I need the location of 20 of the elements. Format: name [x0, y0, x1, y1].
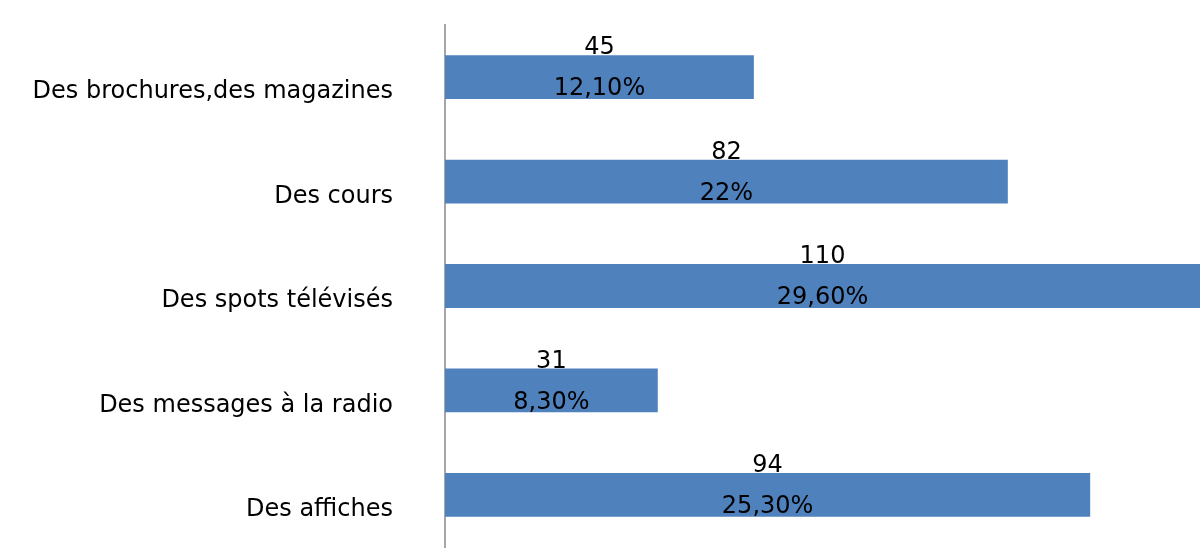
y-tick-label: Des affiches — [246, 494, 393, 523]
bar — [445, 159, 1008, 204]
data-label: 45 — [584, 32, 615, 61]
annotation: 22% — [699, 177, 754, 206]
y-tick-label: Des messages à la radio — [99, 389, 393, 418]
annotation: 12,10% — [553, 73, 646, 102]
data-label: 94 — [752, 450, 783, 479]
data-label: 31 — [536, 345, 567, 374]
bar — [445, 472, 1091, 517]
bar — [445, 55, 754, 100]
y-tick-label: Des cours — [274, 180, 393, 209]
bar — [445, 368, 658, 413]
annotation: 29,60% — [776, 282, 869, 311]
data-label: 82 — [711, 136, 742, 165]
y-tick-label: Des spots télévisés — [161, 285, 393, 314]
annotation: 8,30% — [513, 386, 590, 415]
annotation: 25,30% — [721, 491, 814, 520]
bar — [445, 264, 1200, 308]
data-label: 110 — [799, 241, 846, 270]
y-tick-label: Des brochures,des magazines — [32, 76, 393, 105]
